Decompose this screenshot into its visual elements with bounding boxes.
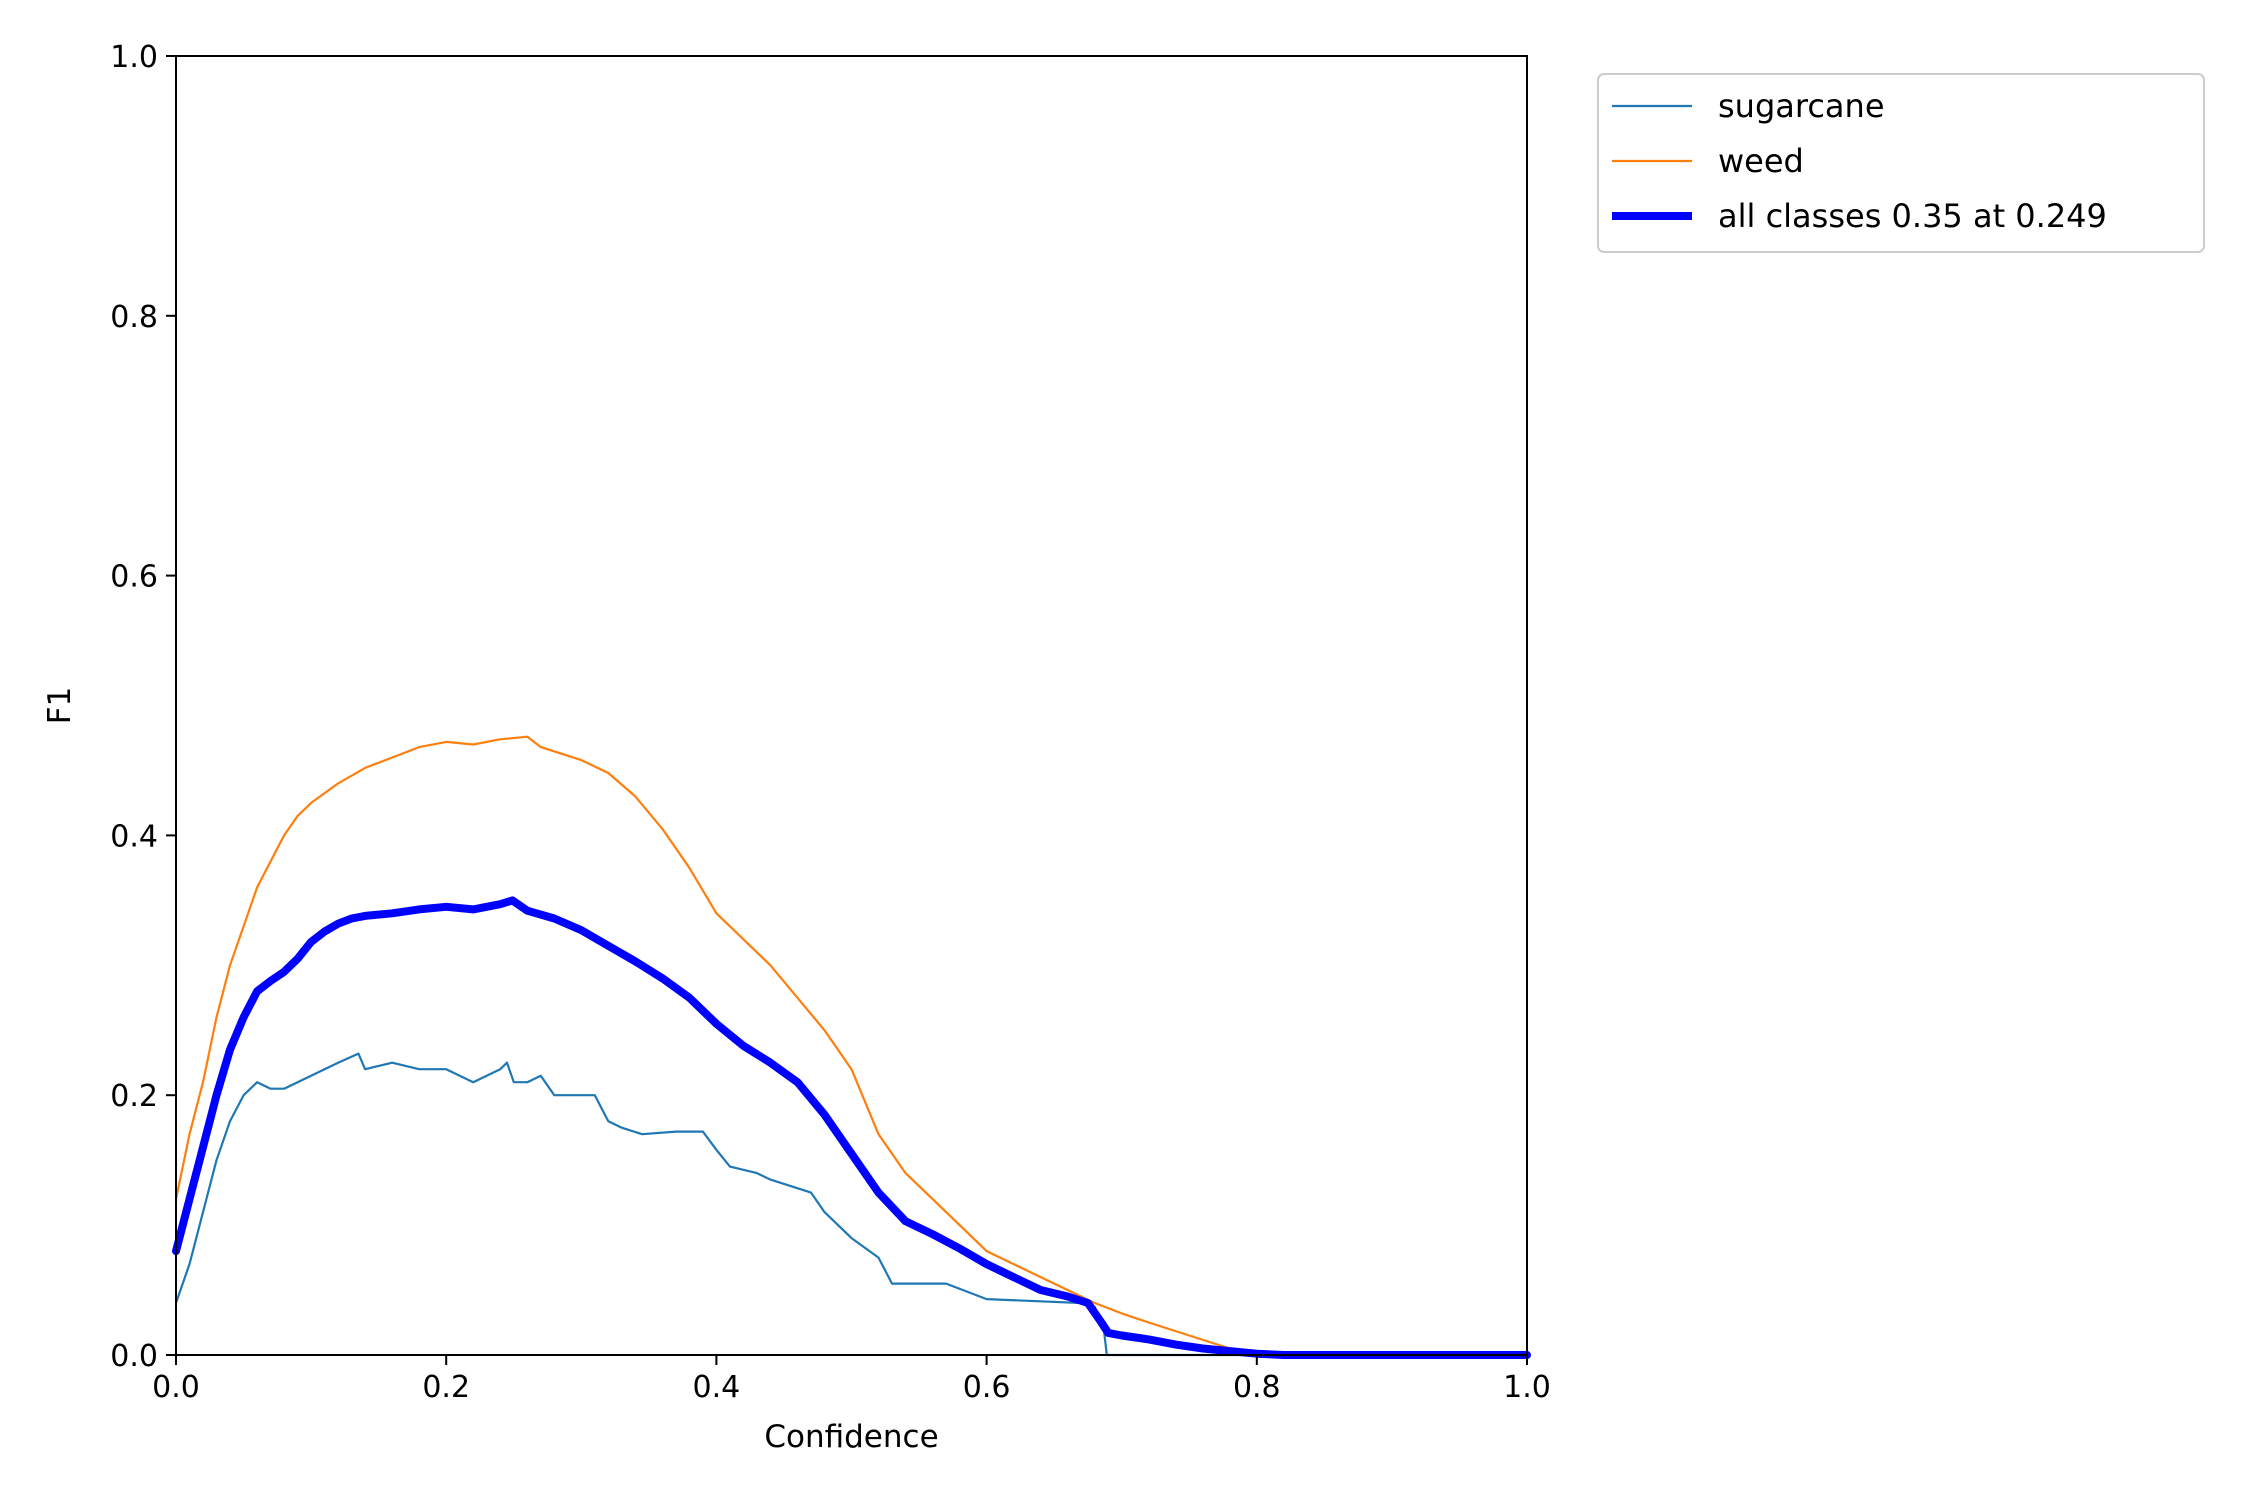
x-axis: 0.0 0.2 0.4 0.6 0.8 1.0: [152, 1355, 1551, 1405]
x-tick-label: 0.0: [152, 1370, 200, 1405]
legend-box: [1597, 73, 2205, 253]
series-line-1: [174, 735, 1529, 1357]
x-tick-label: 1.0: [1503, 1370, 1551, 1405]
y-axis-title: F1: [42, 687, 78, 725]
legend: sugarcane weed all classes 0.35 at 0.249: [1597, 73, 2205, 253]
x-axis-title: Confidence: [764, 1419, 938, 1455]
y-tick-label: 0.4: [110, 819, 158, 854]
legend-label: sugarcane: [1718, 87, 1885, 125]
legend-label: all classes 0.35 at 0.249: [1718, 197, 2107, 235]
y-tick-label: 0.0: [110, 1339, 158, 1374]
y-tick-label: 0.6: [110, 560, 158, 595]
y-tick-label: 0.2: [110, 1079, 158, 1114]
x-tick-label: 0.4: [693, 1370, 741, 1405]
x-tick-label: 0.2: [422, 1370, 470, 1405]
series-line-2: [172, 896, 1531, 1359]
y-tick-label: 1.0: [110, 40, 158, 75]
y-tick-label: 0.8: [110, 300, 158, 335]
series-layer: [172, 735, 1531, 1359]
series-line-0: [174, 1052, 1529, 1357]
plot-frame: [175, 55, 1528, 1356]
x-tick-label: 0.6: [963, 1370, 1011, 1405]
y-axis: 0.0 0.2 0.4 0.6 0.8 1.0: [110, 40, 176, 1374]
legend-label: weed: [1718, 142, 1804, 180]
x-tick-label: 0.8: [1233, 1370, 1281, 1405]
